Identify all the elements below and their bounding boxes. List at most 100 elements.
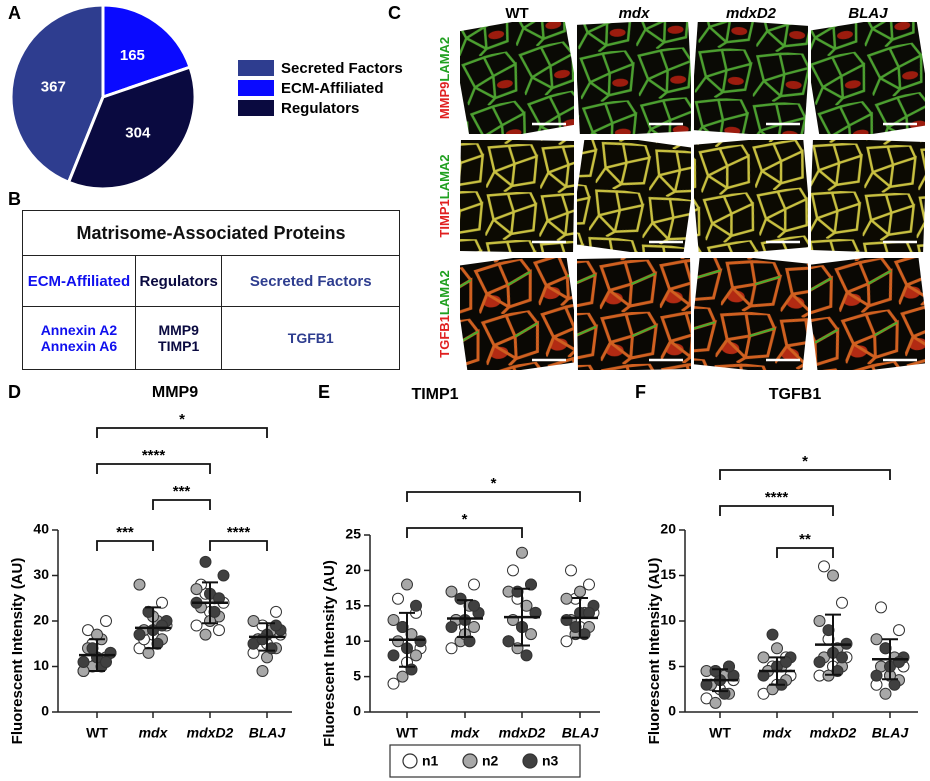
y-tick-label: 40 [33, 521, 49, 537]
data-point [387, 613, 400, 626]
data-point [468, 578, 480, 591]
data-point [454, 592, 467, 605]
data-point [190, 583, 203, 596]
cell-text: Annexin A6 [40, 338, 118, 354]
data-point [771, 642, 783, 655]
y-tick-label: 25 [345, 526, 361, 542]
data-point [468, 621, 480, 634]
legend-marker [522, 753, 538, 769]
data-point [77, 655, 90, 668]
data-point [723, 660, 735, 673]
legend-box [389, 744, 581, 778]
data-point [387, 677, 400, 690]
significance-bracket [96, 427, 268, 438]
micrograph [460, 140, 575, 253]
data-point [247, 615, 260, 627]
data-point [813, 655, 826, 668]
y-tick-label: 15 [660, 566, 676, 582]
data-point [133, 578, 146, 591]
significance-bracket [406, 527, 523, 538]
y-axis-label: Fluorescent Intensity (AU) [646, 558, 663, 745]
data-point [392, 592, 404, 605]
y-axis-label: Fluorescent Intensity (AU) [321, 560, 338, 747]
counterstain-name: LAMA2 [437, 154, 452, 199]
column-header: mdxD2 [726, 5, 777, 22]
y-tick-label: 20 [345, 561, 361, 577]
data-point [516, 546, 528, 559]
y-tick-label: 15 [345, 597, 361, 613]
data-point [100, 655, 112, 668]
x-tick-label: WT [709, 725, 731, 741]
legend-label: Secreted Factors [281, 60, 403, 77]
micrograph [460, 257, 575, 370]
significance-bracket [776, 547, 834, 558]
data-point [445, 621, 458, 634]
data-point [133, 628, 146, 641]
data-point [879, 687, 892, 700]
significance-bracket [96, 540, 154, 551]
y-tick-label: 30 [33, 566, 49, 582]
data-point [414, 635, 427, 648]
x-tick-label: WT [396, 725, 418, 741]
row-label: TIMP1LAMA2 [437, 154, 452, 237]
protein-table: Matrisome-Associated Proteins ECM-Affili… [22, 210, 400, 370]
data-point [827, 569, 839, 582]
data-point [560, 613, 573, 626]
micrograph [576, 140, 691, 253]
table-cell: Annexin A2 Annexin A6 [22, 306, 136, 370]
row-label: TGFB1LAMA2 [437, 270, 452, 357]
panel-label: C [388, 3, 401, 23]
data-point [888, 678, 901, 691]
data-point [392, 635, 404, 648]
significance-label: **** [765, 489, 789, 506]
significance-bracket [719, 505, 834, 516]
data-point [766, 628, 779, 641]
table-header: Regulators [134, 255, 223, 307]
significance-bracket [719, 469, 891, 480]
cell-text: TGFB1 [287, 330, 334, 346]
data-point [445, 585, 458, 598]
data-point [507, 564, 519, 577]
marker-name: TIMP1 [437, 199, 452, 237]
x-tick-label: BLAJ [562, 725, 600, 741]
data-point [893, 624, 905, 637]
cell-text: TIMP1 [158, 338, 200, 354]
data-point [709, 696, 722, 709]
legend-marker [402, 753, 418, 769]
x-tick-label: mdxD2 [187, 725, 234, 741]
data-point [560, 635, 573, 648]
significance-label: *** [116, 524, 134, 541]
legend-label: n1 [422, 753, 439, 769]
table-cell: MMP9 TIMP1 [134, 306, 223, 370]
data-point [468, 599, 480, 612]
data-point [410, 649, 422, 662]
significance-bracket [152, 499, 211, 510]
legend-marker [462, 753, 478, 769]
data-point [780, 655, 792, 668]
y-tick-label: 5 [668, 657, 676, 673]
legend-swatch [238, 60, 274, 76]
legend-label: n2 [482, 753, 499, 769]
micrograph [810, 21, 925, 134]
x-tick-label: BLAJ [249, 725, 287, 741]
column-header: WT [505, 5, 528, 22]
slice-label: 165 [120, 47, 145, 64]
data-point [410, 599, 422, 612]
pie-slice [9, 3, 105, 185]
x-tick-label: mdxD2 [810, 725, 857, 741]
cell-text: MMP9 [158, 322, 199, 338]
table-header: ECM-Affiliated [22, 255, 136, 307]
column-header: mdx [619, 5, 651, 22]
data-point [520, 649, 533, 662]
micrograph [694, 140, 809, 253]
significance-label: ** [799, 531, 811, 548]
y-tick-label: 0 [41, 703, 49, 719]
significance-label: * [462, 511, 468, 528]
cell-text: Annexin A2 [40, 322, 118, 338]
x-tick-label: mdxD2 [499, 725, 546, 741]
panel-label: B [8, 189, 21, 209]
y-tick-label: 20 [660, 521, 676, 537]
data-point [156, 596, 168, 609]
panel-label: E [318, 382, 330, 402]
